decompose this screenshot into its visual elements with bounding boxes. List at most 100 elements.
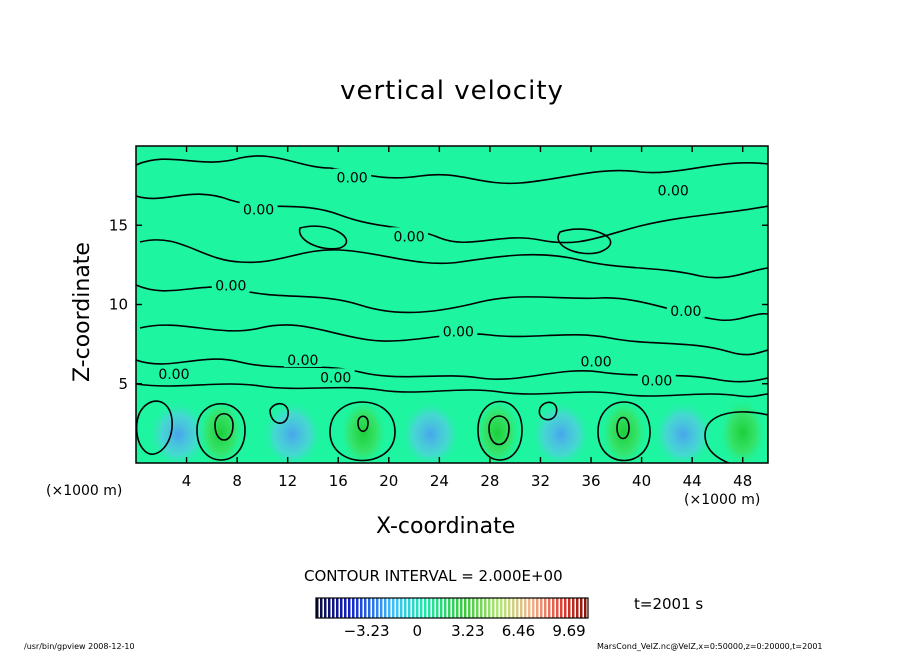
colorbar-swatch bbox=[484, 598, 487, 618]
colorbar-swatch bbox=[568, 598, 571, 618]
colorbar-swatch bbox=[340, 598, 343, 618]
contour-line bbox=[214, 412, 234, 441]
contour-label: 0.00 bbox=[581, 355, 612, 371]
colorbar-swatch bbox=[428, 598, 431, 618]
x-tick-label: 12 bbox=[278, 472, 297, 490]
contour-label-bg bbox=[390, 227, 429, 244]
contour-label-bg bbox=[577, 352, 616, 369]
colorbar-frame bbox=[315, 597, 589, 619]
contour-line bbox=[136, 400, 173, 455]
contour-label-bg bbox=[666, 301, 705, 318]
contour-label-bg bbox=[316, 368, 355, 385]
contour-line bbox=[704, 411, 768, 463]
contour-label-bg bbox=[211, 276, 250, 293]
colorbar-swatch bbox=[456, 598, 459, 618]
blue-anomaly bbox=[400, 400, 461, 463]
contour-label: 0.00 bbox=[641, 374, 672, 390]
contour-label: 0.00 bbox=[158, 367, 189, 383]
colorbar-swatch bbox=[564, 598, 567, 618]
contour-labels: 0.000.000.000.000.000.000.000.000.00 0.00… bbox=[154, 168, 705, 390]
colorbar-swatch bbox=[548, 598, 551, 618]
updraft-core bbox=[599, 396, 648, 463]
colorbar-swatch bbox=[332, 598, 335, 618]
colorbar-swatch bbox=[572, 598, 575, 618]
footer-right: MarsCond_VelZ.nc@VelZ,x=0:50000,z=0:2000… bbox=[597, 642, 823, 651]
colorbar-swatch bbox=[504, 598, 507, 618]
contour-label: 0.00 bbox=[320, 370, 351, 386]
colorbar-swatch bbox=[348, 598, 351, 618]
colorbar-swatch bbox=[472, 598, 475, 618]
colorbar-swatch bbox=[556, 598, 559, 618]
colorbar-tick-label: −3.23 bbox=[344, 622, 390, 640]
x-tick-label: 44 bbox=[683, 472, 702, 490]
colorbar-swatch bbox=[524, 598, 527, 618]
colorbar-swatch bbox=[324, 598, 327, 618]
contour-line bbox=[136, 193, 768, 244]
colorbar-swatch bbox=[408, 598, 411, 618]
contour-label: 0.00 bbox=[243, 202, 274, 218]
colorbar-swatch bbox=[328, 598, 331, 618]
colorbar-swatch bbox=[352, 598, 355, 618]
colorbar-swatch bbox=[392, 598, 395, 618]
contour-label: 0.00 bbox=[287, 353, 318, 369]
colorbar-swatch bbox=[404, 598, 407, 618]
contour-line bbox=[298, 225, 348, 250]
x-unit-label-right: (×1000 m) bbox=[684, 492, 761, 508]
colorbar-swatch bbox=[372, 598, 375, 618]
chart-title: vertical velocity bbox=[340, 76, 564, 106]
colorbar-tick-label: 0 bbox=[412, 622, 422, 640]
contour-label-bg bbox=[154, 365, 193, 382]
x-tick-label: 32 bbox=[531, 472, 550, 490]
y-tick-label: 5 bbox=[118, 375, 128, 393]
contour-label-bg bbox=[654, 181, 693, 198]
footer-left: /usr/bin/gpview 2008-12-10 bbox=[24, 642, 135, 651]
colorbar-swatch bbox=[520, 598, 523, 618]
contour-label: 0.00 bbox=[658, 183, 689, 199]
colorbar-swatch bbox=[316, 598, 319, 618]
time-label: t=2001 s bbox=[634, 595, 704, 613]
colorbar: −3.23 0 3.23 6.46 9.69 bbox=[315, 597, 589, 640]
x-axis-label: X-coordinate bbox=[376, 514, 516, 539]
y-tick-label: 10 bbox=[109, 296, 128, 314]
colorbar-swatch bbox=[536, 598, 539, 618]
colorbar-tick-label: 3.23 bbox=[451, 622, 484, 640]
colorbar-swatch bbox=[580, 598, 583, 618]
colorbar-swatch bbox=[460, 598, 463, 618]
y-tick-label: 15 bbox=[109, 216, 128, 234]
colorbar-swatch bbox=[416, 598, 419, 618]
colorbar-swatch bbox=[388, 598, 391, 618]
x-tick-label: 4 bbox=[182, 472, 192, 490]
colorbar-swatch bbox=[508, 598, 511, 618]
colorbar-swatch bbox=[420, 598, 423, 618]
contour-line bbox=[269, 402, 289, 424]
contour-line bbox=[139, 324, 768, 356]
updraft-core bbox=[339, 396, 388, 463]
colorbar-swatch bbox=[380, 598, 383, 618]
contour-label-bg bbox=[283, 350, 322, 367]
colorbar-swatch bbox=[320, 598, 323, 618]
contour-line bbox=[488, 415, 510, 446]
colorbar-swatch bbox=[560, 598, 563, 618]
contour-plot-area: 0.000.000.000.000.000.000.000.000.00 0.00… bbox=[135, 145, 769, 464]
x-tick-label: 48 bbox=[733, 472, 752, 490]
field-shading bbox=[148, 396, 767, 463]
y-axis-label: Z-coordinate bbox=[70, 242, 95, 382]
contour-line bbox=[597, 401, 651, 462]
contour-label: 0.00 bbox=[393, 229, 424, 245]
colorbar-swatch bbox=[384, 598, 387, 618]
contour-line bbox=[477, 400, 523, 461]
contour-label-bg bbox=[239, 200, 278, 217]
x-tick-label: 28 bbox=[480, 472, 499, 490]
colorbar-swatch bbox=[488, 598, 491, 618]
colorbar-swatch bbox=[448, 598, 451, 618]
contour-line bbox=[557, 228, 612, 255]
contour-lines bbox=[136, 155, 768, 463]
colorbar-swatch bbox=[396, 598, 399, 618]
blue-anomaly bbox=[262, 400, 323, 463]
contour-line bbox=[329, 401, 396, 462]
colorbar-swatch bbox=[468, 598, 471, 618]
contour-line bbox=[136, 155, 768, 185]
contour-label-bg bbox=[439, 322, 478, 339]
